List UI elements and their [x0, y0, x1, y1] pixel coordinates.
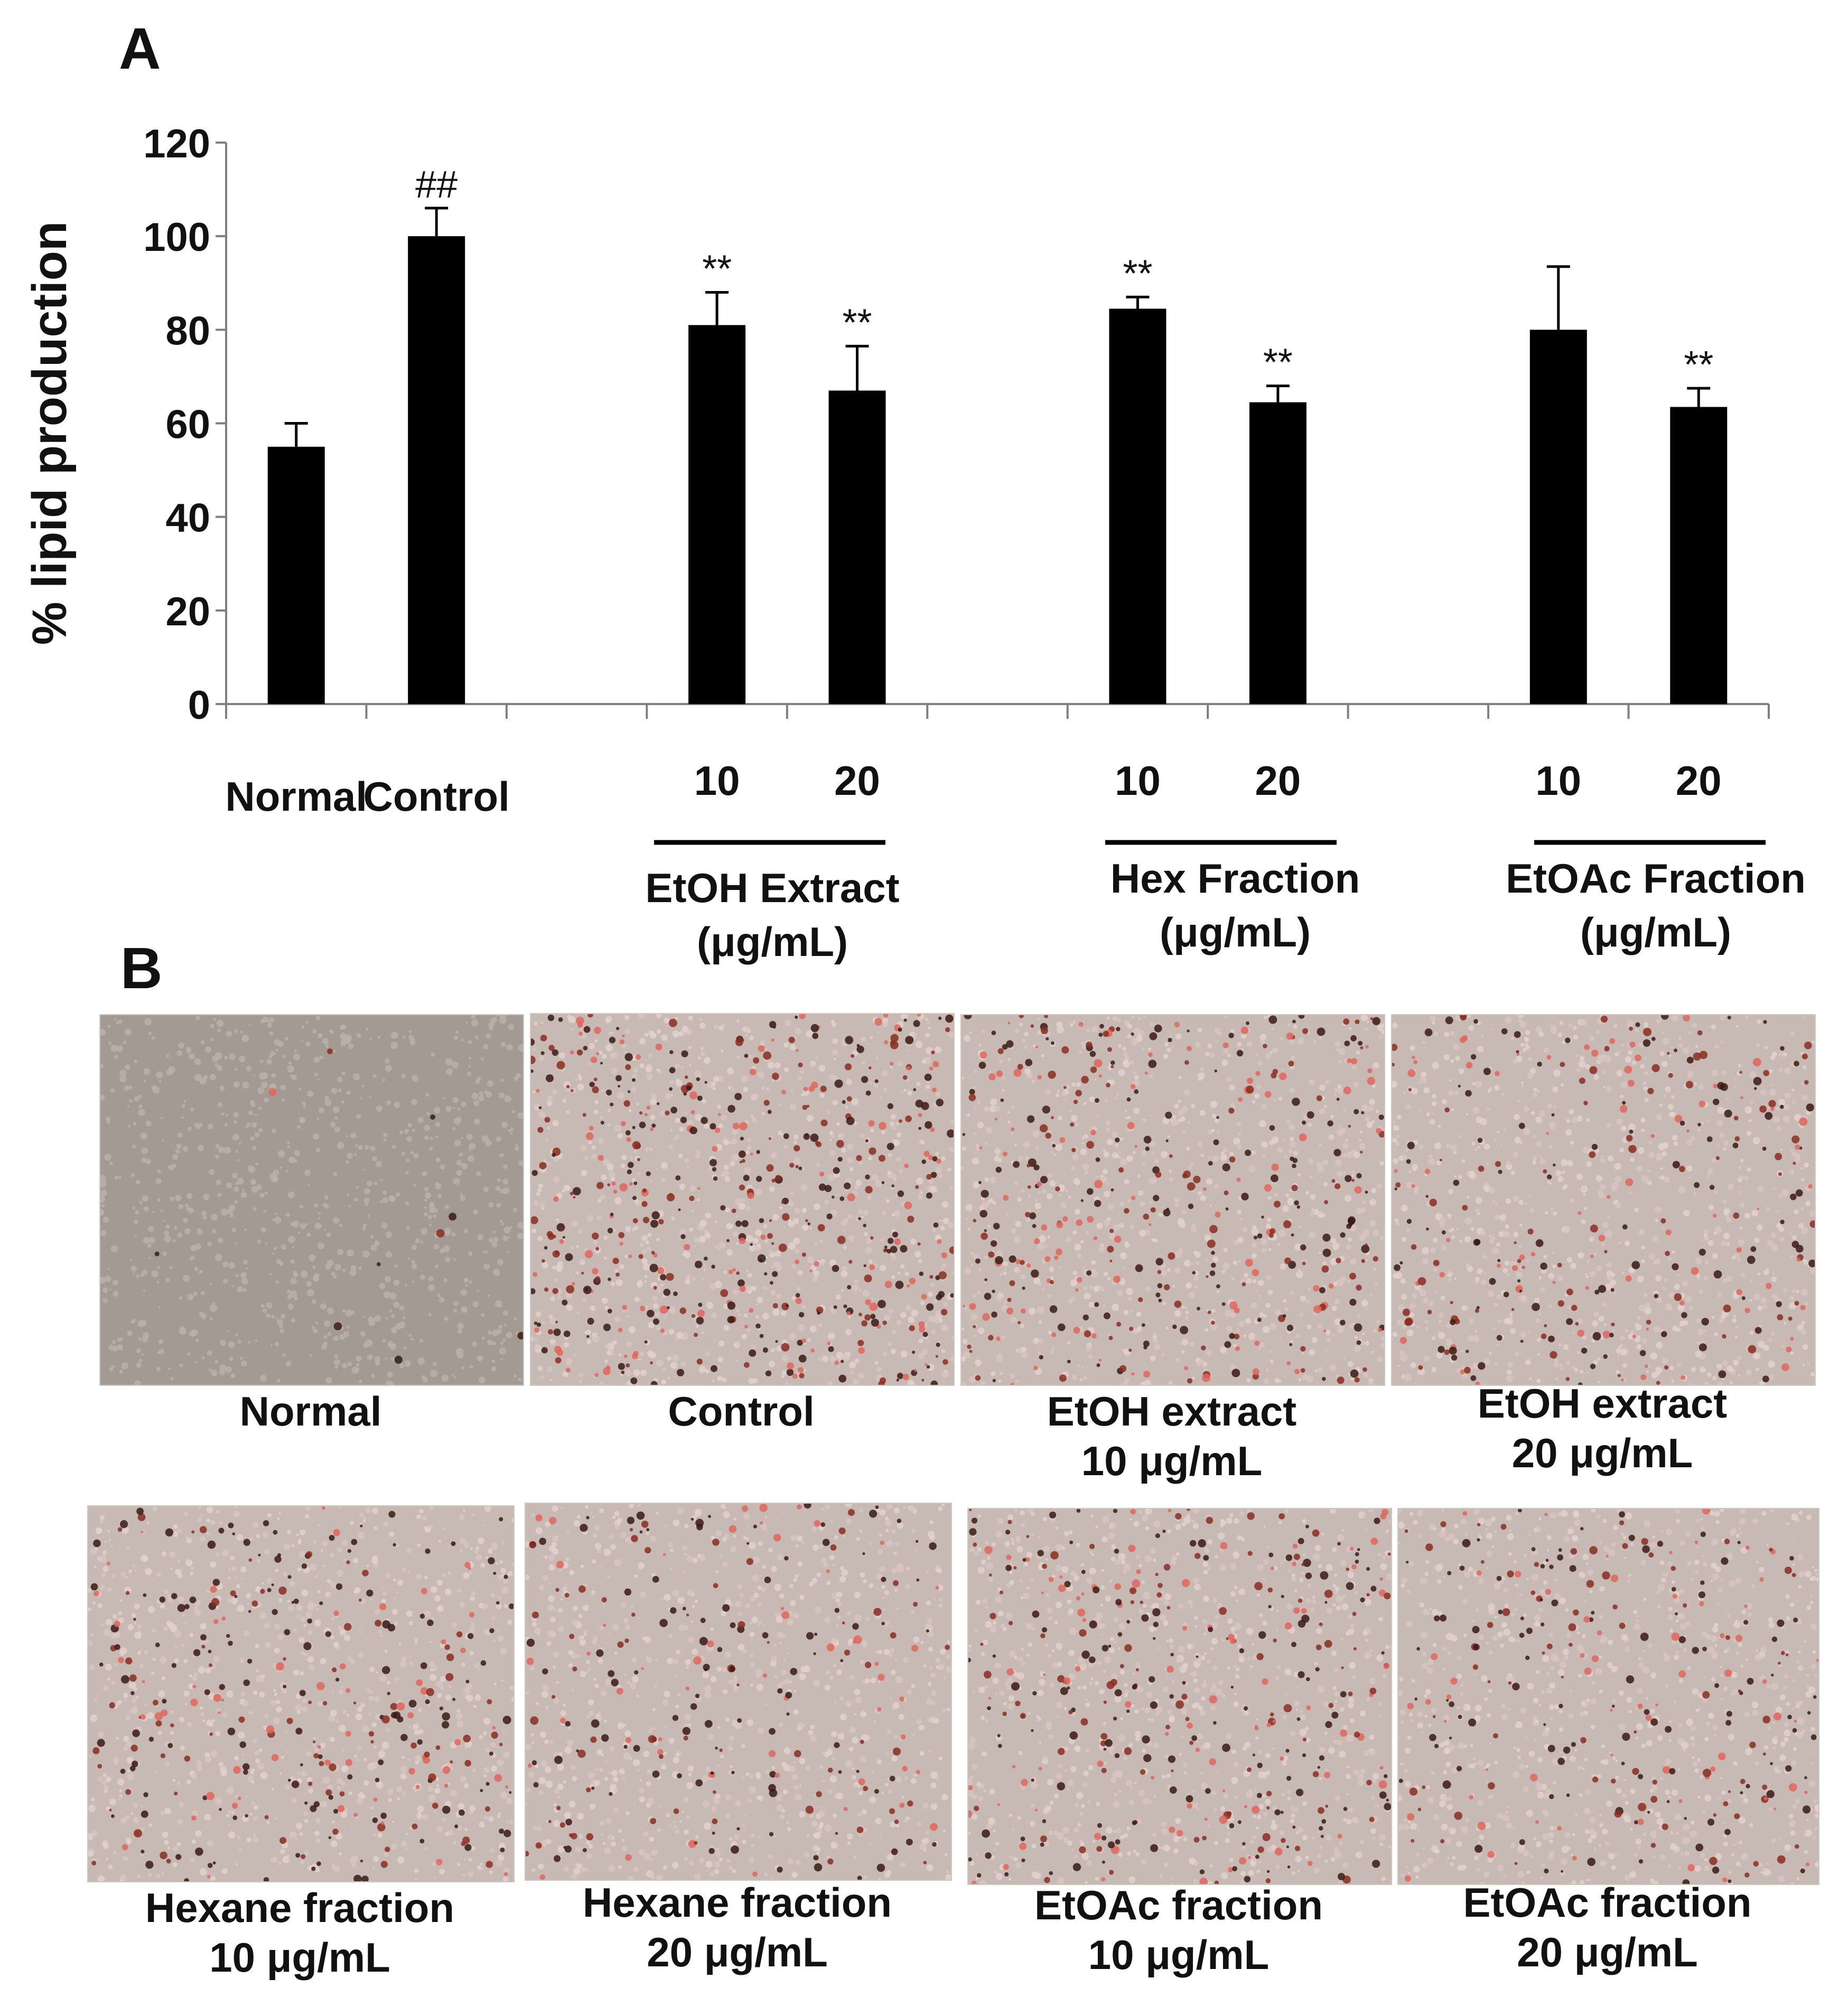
micrograph-image	[1392, 1015, 1815, 1385]
significance-marker: **	[1263, 342, 1293, 384]
bar	[267, 446, 325, 704]
caption-line-1: EtOH extract	[1477, 1380, 1728, 1427]
micrograph-image	[1398, 1509, 1818, 1884]
caption-line-2: 10 μg/mL	[209, 1934, 390, 1981]
x-category-label: 20	[1255, 757, 1301, 804]
bar	[408, 236, 465, 705]
bar	[1670, 407, 1728, 704]
significance-marker: **	[702, 248, 732, 290]
y-tick-label: 60	[165, 402, 210, 447]
bar	[1109, 308, 1166, 704]
group-unit-label: (μg/mL)	[1580, 909, 1731, 955]
caption-line-2: 20 μg/mL	[1517, 1929, 1698, 1975]
caption-line-1: Hexane fraction	[145, 1884, 455, 1931]
micrograph-caption: Hexane fraction 20 μg/mL	[521, 1878, 954, 1977]
micrograph-background	[526, 1504, 951, 1880]
caption-line-1: Control	[668, 1388, 815, 1434]
micrograph-background	[1392, 1015, 1815, 1385]
group-label: EtOH Extract	[645, 865, 899, 911]
y-axis-title: % lipid production	[23, 221, 77, 645]
group-unit-label: (μg/mL)	[1160, 909, 1311, 955]
cell-texture	[88, 1506, 514, 1881]
group-label: Hex Fraction	[1110, 855, 1360, 902]
micrograph-caption: Hexane fraction 10 μg/mL	[83, 1883, 517, 1982]
significance-marker: ##	[415, 164, 458, 206]
micrograph-caption: EtOH extract 10 μg/mL	[955, 1386, 1388, 1486]
significance-marker: **	[843, 302, 872, 344]
bar	[688, 325, 746, 704]
caption-line-2: 20 μg/mL	[1511, 1430, 1693, 1476]
caption-line-1: Normal	[239, 1388, 382, 1434]
significance-marker: **	[1123, 252, 1152, 295]
significance-marker: **	[1684, 344, 1713, 386]
x-category-label: 10	[694, 757, 740, 804]
cell-texture	[526, 1504, 951, 1880]
micrograph-tile	[960, 1014, 1385, 1386]
micrograph-image	[531, 1014, 954, 1385]
y-tick-label: 40	[165, 496, 210, 541]
micrograph-caption: Control	[525, 1386, 958, 1436]
micrograph-image	[88, 1506, 514, 1881]
y-tick-label: 20	[165, 589, 210, 634]
y-tick-label: 80	[165, 308, 210, 353]
caption-line-1: Hexane fraction	[582, 1879, 892, 1926]
micrograph-image	[962, 1015, 1384, 1385]
x-category-label: 10	[1115, 757, 1161, 804]
caption-line-1: EtOAc fraction	[1463, 1879, 1752, 1926]
cell-texture	[968, 1509, 1391, 1884]
caption-line-1: EtOH extract	[1047, 1388, 1297, 1434]
micrograph-tile	[99, 1014, 524, 1386]
micrograph-background	[1398, 1509, 1818, 1884]
micrograph-tile	[525, 1503, 952, 1881]
micrograph-tile	[87, 1505, 515, 1882]
group-unit-label: (μg/mL)	[697, 918, 848, 965]
bar-chart: A % lipid production 0 20 40 60 80 100 120 ## *…	[23, 16, 1806, 965]
group-label: EtOAc Fraction	[1506, 855, 1806, 902]
x-category-label: 10	[1535, 757, 1581, 804]
micrograph-image	[526, 1504, 951, 1880]
y-tick-label: 120	[143, 121, 210, 166]
x-category-label: Normal	[225, 773, 367, 820]
bar	[828, 390, 886, 704]
cell-texture	[1398, 1509, 1818, 1884]
bar	[1249, 402, 1306, 704]
panel-b-label: B	[120, 936, 163, 1001]
x-category-label: 20	[1676, 757, 1722, 804]
caption-line-2: 20 μg/mL	[647, 1929, 828, 1975]
caption-line-2: 10 μg/mL	[1088, 1931, 1270, 1978]
caption-line-2: 10 μg/mL	[1081, 1438, 1263, 1484]
micrograph-tile	[530, 1013, 955, 1386]
cell-texture	[962, 1015, 1384, 1385]
micrograph-tile	[1397, 1508, 1819, 1885]
x-category-label: 20	[834, 757, 880, 804]
micrograph-tile	[967, 1508, 1392, 1885]
micrograph-image	[100, 1015, 523, 1385]
micrograph-image	[968, 1509, 1391, 1884]
y-tick-label: 0	[188, 683, 210, 728]
panel-a-label: A	[119, 16, 161, 81]
micrograph-caption: EtOAc fraction 10 μg/mL	[962, 1880, 1395, 1980]
y-tick-label: 100	[143, 215, 210, 260]
caption-line-1: EtOAc fraction	[1034, 1882, 1323, 1928]
cell-texture	[531, 1014, 954, 1385]
micrograph-caption: EtOAc fraction 20 μg/mL	[1391, 1878, 1824, 1977]
cell-texture	[100, 1015, 523, 1385]
cell-texture	[1392, 1015, 1815, 1385]
micrograph-caption: Normal	[94, 1386, 527, 1436]
x-category-label: Control	[363, 773, 510, 820]
bar	[1529, 330, 1587, 704]
micrograph-tile	[1391, 1014, 1816, 1386]
micrograph-caption: EtOH extract 20 μg/mL	[1386, 1379, 1819, 1478]
